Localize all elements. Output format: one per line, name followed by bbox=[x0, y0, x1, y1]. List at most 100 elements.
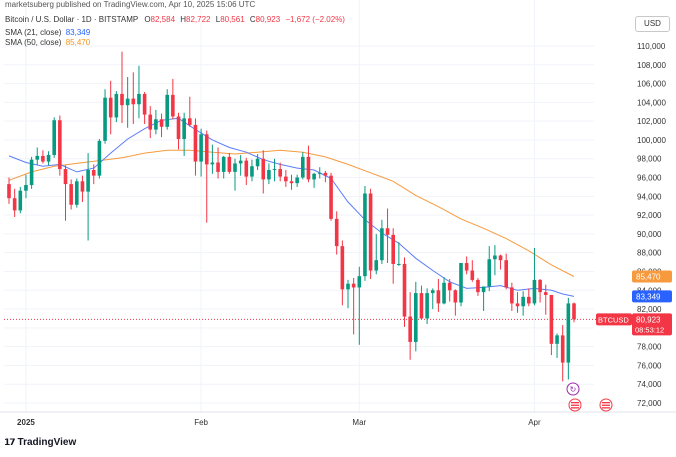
price-axis-tick-label: 104,000 bbox=[637, 98, 666, 107]
sma50-tag-value: 85,470 bbox=[636, 272, 661, 281]
candle bbox=[18, 186, 23, 214]
candle bbox=[357, 266, 362, 345]
candle-body bbox=[391, 234, 395, 264]
candle bbox=[493, 245, 497, 276]
candle-body bbox=[459, 263, 463, 303]
price-axis-tick-label: 88,000 bbox=[637, 249, 662, 258]
candle bbox=[289, 174, 294, 190]
candle-body bbox=[12, 198, 17, 211]
sma21-legend[interactable]: SMA (21, close) 83,349 bbox=[5, 28, 90, 37]
candle-body bbox=[476, 279, 480, 293]
candle-body bbox=[80, 181, 85, 192]
candle-body bbox=[142, 93, 147, 115]
candle-body bbox=[380, 228, 384, 261]
candle bbox=[41, 150, 45, 164]
candle-body bbox=[374, 260, 379, 271]
candle-body bbox=[188, 118, 192, 125]
candle bbox=[560, 325, 565, 382]
tradingview-logo[interactable]: 𝟭𝟳 TradingView bbox=[4, 437, 76, 448]
price-axis[interactable]: 72,00074,00076,00078,00080,00082,00084,0… bbox=[637, 42, 666, 408]
candle bbox=[255, 154, 260, 171]
candle-body bbox=[481, 286, 486, 293]
candle-body bbox=[560, 335, 565, 363]
sma21-legend-label: SMA (21, close) bbox=[5, 28, 62, 37]
candle-body bbox=[41, 155, 45, 162]
candle-body bbox=[430, 290, 435, 294]
sma21-tag bbox=[632, 290, 672, 303]
candle-body bbox=[566, 303, 571, 363]
candle-body bbox=[137, 93, 141, 105]
candle-body bbox=[108, 97, 113, 118]
price-axis-tick-label: 76,000 bbox=[637, 361, 662, 370]
last-price-tag bbox=[632, 313, 672, 336]
price-axis-tick-label: 98,000 bbox=[637, 155, 662, 164]
candle-body bbox=[363, 193, 367, 277]
candle bbox=[527, 288, 531, 307]
candle-body bbox=[504, 260, 508, 288]
candle bbox=[227, 153, 232, 174]
candles bbox=[7, 51, 576, 382]
dividend-event-icon[interactable]: ↻ bbox=[566, 382, 580, 396]
candle-body bbox=[154, 119, 158, 130]
candle-body bbox=[91, 170, 96, 176]
candle bbox=[58, 115, 62, 176]
candle-body bbox=[284, 176, 288, 182]
candle bbox=[481, 286, 486, 311]
candle bbox=[397, 242, 401, 266]
ticker-tag bbox=[596, 313, 632, 326]
event-markers[interactable]: ↻ bbox=[566, 382, 613, 412]
candle bbox=[323, 170, 328, 183]
candle bbox=[470, 260, 475, 282]
candle-body bbox=[165, 94, 169, 127]
candle bbox=[402, 257, 407, 327]
candle-body bbox=[470, 270, 475, 280]
symbol-name: Bitcoin / U.S. Dollar · 1D · BITSTAMP bbox=[5, 15, 139, 24]
candle bbox=[35, 147, 40, 166]
candle bbox=[301, 152, 305, 180]
us-flag-event-icon[interactable] bbox=[599, 398, 613, 412]
symbol-legend: Bitcoin / U.S. Dollar · 1D · BITSTAMP O8… bbox=[5, 15, 345, 24]
candle bbox=[29, 156, 34, 189]
candle-body bbox=[346, 283, 350, 290]
candle bbox=[103, 89, 107, 144]
currency-button[interactable]: USD bbox=[635, 16, 670, 32]
candle-body bbox=[351, 283, 356, 288]
candle bbox=[69, 179, 73, 210]
candle bbox=[216, 147, 220, 179]
candle bbox=[210, 144, 215, 174]
candle-body bbox=[385, 228, 390, 235]
candle-body bbox=[402, 263, 407, 317]
candle bbox=[521, 291, 525, 316]
candle-body bbox=[464, 263, 469, 271]
candle-body bbox=[312, 173, 316, 180]
us-flag-event-icon[interactable] bbox=[568, 398, 582, 412]
candle bbox=[566, 297, 571, 380]
candle bbox=[188, 96, 192, 127]
price-axis-tick-label: 82,000 bbox=[637, 305, 662, 314]
candle-body bbox=[75, 181, 79, 205]
candle-body bbox=[63, 169, 68, 185]
candle bbox=[368, 188, 373, 279]
candle bbox=[52, 117, 56, 158]
candle bbox=[430, 288, 435, 310]
candle bbox=[555, 333, 559, 358]
last-price-tag-value: 80,923 bbox=[636, 315, 661, 324]
candle-body bbox=[261, 158, 266, 180]
candle bbox=[346, 279, 350, 309]
candle bbox=[199, 128, 203, 177]
candle-body bbox=[368, 193, 373, 271]
sma50-legend-value: 85,470 bbox=[65, 38, 91, 47]
high-value: 82,722 bbox=[186, 15, 211, 24]
low-label: L bbox=[215, 15, 221, 24]
candle-body bbox=[357, 276, 362, 288]
candle bbox=[278, 162, 282, 182]
candle bbox=[154, 109, 158, 135]
time-axis[interactable]: 2025 Feb Mar Apr bbox=[17, 418, 541, 427]
candle-body bbox=[453, 290, 458, 303]
candle bbox=[114, 91, 119, 123]
candle-body bbox=[46, 154, 51, 162]
sma50-legend[interactable]: SMA (50, close) 85,470 bbox=[5, 38, 90, 47]
candle bbox=[238, 154, 243, 176]
